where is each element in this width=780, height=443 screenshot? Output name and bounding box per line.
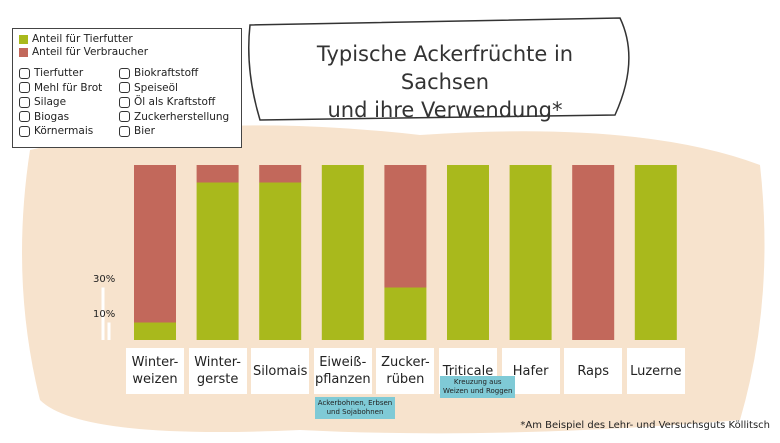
bar-segment [447,165,489,340]
legend-label: Biogas [34,110,70,123]
legend-icon [19,125,30,137]
legend-icon [119,111,130,122]
legend-swatch [19,47,28,57]
x-tick-label: Zucker- rüben [376,348,435,394]
legend-label: Mehl für Brot [34,81,103,94]
annotation: Ackerbohnen, Erbsen und Sojabohnen [314,397,396,419]
plot [101,165,677,340]
legend-item: Anteil für Tierfutter [19,33,133,45]
legend-item: Biogas [19,111,69,123]
legend-item: Speiseöl [119,82,178,94]
legend-swatch [19,34,28,44]
legend-icon [119,125,130,137]
x-tick-label: Winter- gerste [188,348,247,394]
legend-item: Tierfutter [19,67,83,79]
bar-segment [196,165,239,183]
bar-segment [259,182,302,340]
footnote: *Am Beispiel des Lehr- und Versuchsguts … [520,420,770,431]
legend-label: Körnermais [34,125,94,137]
x-tick-label: Raps [564,348,623,394]
legend-label: Anteil für Verbraucher [32,46,149,58]
legend-item: Anteil für Verbraucher [19,46,148,58]
legend-icon [119,67,130,79]
legend-label: Speiseöl [134,81,178,94]
legend-label: Anteil für Tierfutter [32,33,133,45]
bar-segment [321,165,364,340]
chart-title: Typische Ackerfrüchte in Sachsen und ihr… [316,42,574,122]
x-tick-label: Winter- weizen [126,348,184,394]
y-tick-label: 30% [93,273,116,285]
legend-label: Biokraftstoff [134,67,199,79]
legend-label: Öl als Kraftstoff [134,96,216,108]
bar-segment [196,182,239,340]
legend-item: Silage [19,96,66,108]
bar-segment [572,165,615,340]
y-tick-label: 10% [93,308,116,320]
legend-label: Silage [34,96,67,108]
legend-icon [19,67,30,79]
legend-item: Öl als Kraftstoff [119,96,215,108]
legend-label: Zuckerherstellung [134,110,230,123]
banner [248,17,630,121]
legend-icon [119,96,130,108]
bar-segment [134,165,176,323]
legend-icon [19,96,30,108]
bar-segment [634,165,677,340]
legend-label: Tierfutter [34,67,84,79]
legend-item: Körnermais [19,125,93,137]
x-tick-label: Eiweiß- pflanzen [313,348,372,394]
legend-item: Zuckerherstellung [119,111,229,123]
legend-label: Bier [134,125,155,137]
legend-icon [119,82,130,93]
legend: Anteil für Tierfutter Anteil für Verbrauc… [12,28,242,148]
legend-icon [19,111,30,122]
legend-item: Bier [119,125,155,137]
legend-item: Biokraftstoff [119,67,198,79]
bar-segment [259,165,302,183]
x-tick-label: Silomais [251,348,310,394]
x-tick-label: Luzerne [626,348,685,394]
bar-segment [134,322,176,340]
legend-item: Mehl für Brot [19,82,102,94]
legend-icon [19,82,30,93]
bar-segment [384,287,427,340]
annotation: Kreuzung aus Weizen und Roggen [440,376,516,398]
bar-segment [509,165,552,340]
bar-segment [384,165,427,288]
